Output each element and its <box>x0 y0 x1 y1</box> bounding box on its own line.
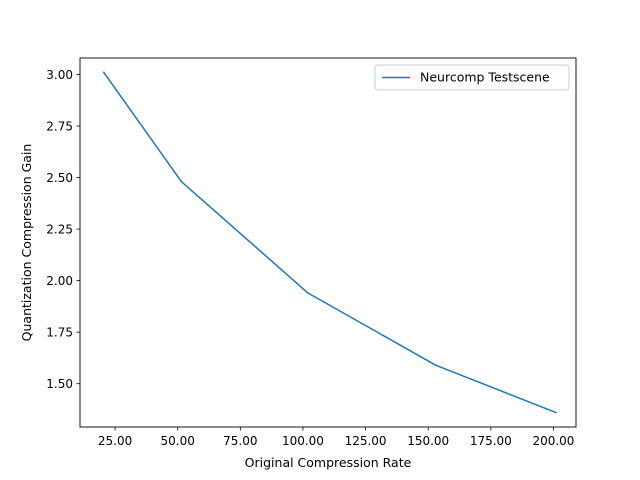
y-tick-label: 2.25 <box>46 222 73 236</box>
series-layer <box>102 71 557 414</box>
plot-frame <box>79 57 577 428</box>
x-tick-label: 125.00 <box>345 434 387 448</box>
x-tick-label: 200.00 <box>532 434 574 448</box>
x-tick-label: 150.00 <box>407 434 449 448</box>
data-point <box>103 71 105 74</box>
y-tick-label: 2.00 <box>46 274 73 288</box>
x-tick-label: 75.00 <box>223 434 257 448</box>
plot-area <box>80 58 576 427</box>
y-tick-label: 2.75 <box>46 119 73 133</box>
legend: Neurcomp Testscene <box>374 64 570 91</box>
data-point <box>434 364 437 366</box>
x-axis-ticks: 25.00 50.00 75.00 100.00 125.00 150.00 175.00 2… <box>98 427 574 448</box>
legend-box <box>374 64 570 91</box>
x-tick-label: 50.00 <box>161 434 195 448</box>
y-axis-label: Quantization Compression Gain <box>19 144 34 342</box>
data-point <box>555 411 557 414</box>
legend-entry-label: Neurcomp Testscene <box>420 70 550 85</box>
y-tick-label: 1.50 <box>46 377 73 391</box>
y-tick-label: 3.00 <box>46 68 73 82</box>
x-tick-label: 175.00 <box>470 434 512 448</box>
data-point <box>180 180 183 183</box>
y-tick-label: 1.75 <box>46 325 73 339</box>
x-axis-label: Original Compression Rate <box>245 455 412 470</box>
y-axis-ticks: 1.50 1.75 2.00 2.25 2.50 2.75 3.00 <box>46 68 80 391</box>
y-tick-label: 2.50 <box>46 171 73 185</box>
x-tick-label: 25.00 <box>98 434 132 448</box>
data-point <box>307 292 309 294</box>
x-tick-label: 100.00 <box>282 434 324 448</box>
